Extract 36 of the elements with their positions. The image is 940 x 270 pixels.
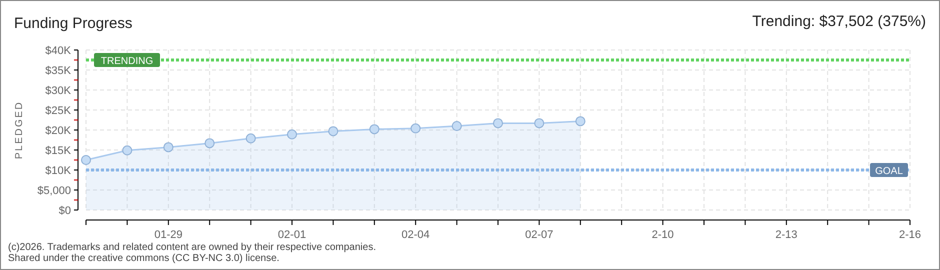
point <box>287 129 297 140</box>
y-tick-label: $40K <box>45 45 72 57</box>
point <box>122 145 132 156</box>
point <box>81 155 91 165</box>
y-tick-label: $20K <box>45 125 72 137</box>
y-tick-label: $30K <box>45 85 72 97</box>
point <box>369 124 380 134</box>
y-tick-label: $0 <box>58 205 71 217</box>
text: Shared under the creative commons (CC BY-NC 3.0) license. <box>8 253 280 264</box>
x-tick-label: 02-07 <box>525 229 554 241</box>
point <box>204 138 215 148</box>
point <box>246 133 256 144</box>
x-tick-label: 01-29 <box>154 229 182 241</box>
chart-subtitle: Trending: $37,502 (375%) <box>752 13 926 30</box>
point <box>493 118 503 128</box>
point <box>410 123 421 134</box>
ref-line-label: GOAL <box>875 166 904 177</box>
point <box>163 142 174 152</box>
y-tick-label: $35K <box>45 65 72 77</box>
chart-title: Funding Progress <box>14 15 132 32</box>
y-tick-label: $25K <box>45 105 72 117</box>
x-tick-label: 2-13 <box>775 229 798 241</box>
ref-line-label: TRENDING <box>100 56 154 67</box>
point <box>328 126 338 136</box>
point <box>534 118 544 128</box>
x-tick-label: 02-01 <box>278 229 306 241</box>
text: (c)2026. Trademarks and related content are owned by their respective companies. <box>8 242 376 253</box>
x-tick-label: 2-10 <box>652 229 674 241</box>
y-tick-label: $5,000 <box>37 185 71 197</box>
point <box>452 121 462 131</box>
x-tick-label: 2-16 <box>898 229 922 241</box>
x-tick-label: 02-04 <box>402 229 430 241</box>
y-tick-label: $10K <box>45 165 72 177</box>
point <box>575 116 586 126</box>
y-tick-label: $15K <box>45 145 72 157</box>
y-axis-title: PLEDGED <box>14 100 25 160</box>
